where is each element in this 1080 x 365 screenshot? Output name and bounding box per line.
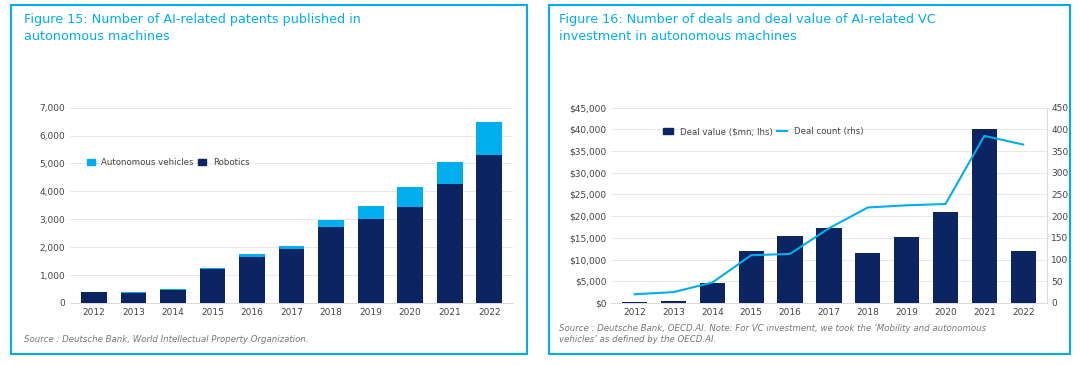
Bar — [1011, 251, 1036, 303]
Bar — [239, 254, 265, 257]
Legend: Deal value ($mn; lhs), Deal count (rhs): Deal value ($mn; lhs), Deal count (rhs) — [659, 124, 867, 139]
Bar — [622, 302, 647, 303]
Legend: Autonomous vehicles, Robotics: Autonomous vehicles, Robotics — [83, 155, 253, 171]
Bar — [357, 207, 383, 219]
Bar — [279, 249, 305, 303]
Bar — [357, 219, 383, 303]
Bar — [972, 129, 997, 303]
Text: Figure 15: Number of AI-related patents published in
autonomous machines: Figure 15: Number of AI-related patents … — [24, 13, 361, 43]
Bar — [319, 227, 345, 303]
Bar — [739, 251, 764, 303]
Bar — [200, 269, 226, 303]
Bar — [855, 253, 880, 303]
Bar — [81, 292, 107, 303]
Bar — [894, 237, 919, 303]
Bar — [279, 246, 305, 249]
Bar — [397, 207, 423, 303]
Bar — [160, 289, 186, 290]
Bar — [437, 162, 462, 184]
Bar — [661, 301, 686, 303]
Bar — [121, 293, 146, 303]
Text: Figure 16: Number of deals and deal value of AI-related VC
investment in autonom: Figure 16: Number of deals and deal valu… — [559, 13, 936, 43]
Bar — [816, 228, 841, 303]
Bar — [437, 184, 462, 303]
Bar — [121, 292, 146, 293]
Bar — [200, 268, 226, 269]
Bar — [160, 290, 186, 303]
Bar — [319, 220, 345, 227]
Bar — [397, 187, 423, 207]
Bar — [476, 155, 502, 303]
Bar — [476, 122, 502, 155]
Bar — [700, 283, 725, 303]
Bar — [933, 212, 958, 303]
Text: Source : Deutsche Bank, OECD.AI. Note: For VC investment, we took the ‘Mobility : Source : Deutsche Bank, OECD.AI. Note: F… — [559, 324, 986, 344]
Text: Source : Deutsche Bank, World Intellectual Property Organization.: Source : Deutsche Bank, World Intellectu… — [24, 335, 309, 344]
Bar — [778, 236, 802, 303]
Bar — [239, 257, 265, 303]
